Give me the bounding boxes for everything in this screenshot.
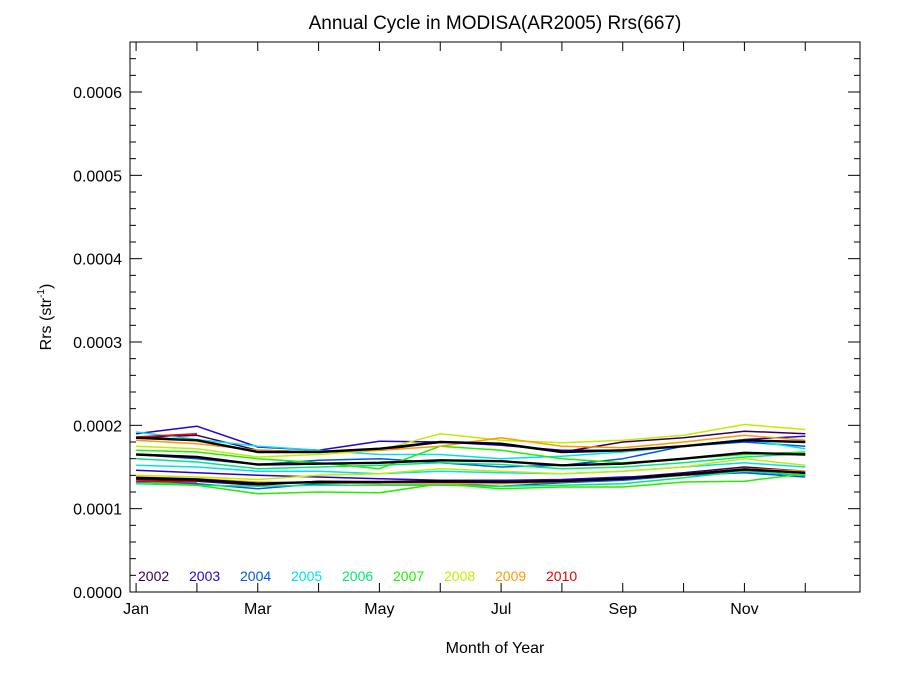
x-axis-label: Month of Year xyxy=(446,640,545,657)
series-line-2007-11 xyxy=(136,472,806,495)
mean-series-line-19 xyxy=(136,451,806,467)
y-axis-label-superscript: -1 xyxy=(36,289,47,298)
y-tick-label: 0.0001 xyxy=(73,502,122,519)
series-layer xyxy=(136,423,806,495)
x-tick-label: Sep xyxy=(609,601,638,618)
axis-ticks xyxy=(130,41,860,593)
series-line-2010-16 xyxy=(136,432,197,438)
legend-entry-2008: 2008 xyxy=(444,568,475,584)
x-tick-label: May xyxy=(364,601,394,618)
legend-entry-2003: 2003 xyxy=(189,568,220,584)
plot-frame xyxy=(129,41,861,593)
x-tick-label: Jan xyxy=(123,601,149,618)
legend-entry-2005: 2005 xyxy=(291,568,322,584)
x-tick-label: Jul xyxy=(491,601,511,618)
y-tick-label: 0.0006 xyxy=(73,85,122,102)
y-tick-label: 0.0002 xyxy=(73,418,122,435)
legend-entry-2006: 2006 xyxy=(342,568,373,584)
y-axis-label-base: Rrs (str xyxy=(38,297,55,350)
series-line-2008-13 xyxy=(136,457,806,481)
legend-entry-2004: 2004 xyxy=(240,568,271,584)
y-axis-label: Rrs (str-1) xyxy=(36,284,55,351)
series-line-2008-12 xyxy=(136,423,806,458)
y-tick-label: 0.0000 xyxy=(73,585,122,602)
y-axis-label-close: ) xyxy=(38,284,55,289)
mean-series-line-20 xyxy=(136,468,806,485)
legend: 2002 2003 2004 2005 2006 2007 2008 2009 2010 xyxy=(138,568,577,584)
x-tick-labels: Jan Mar May Jul Sep Nov xyxy=(123,601,758,618)
series-line-2006-8 xyxy=(136,452,806,470)
legend-entry-2002: 2002 xyxy=(138,568,169,584)
legend-entry-2009: 2009 xyxy=(495,568,526,584)
mean-series-line-18 xyxy=(136,436,806,454)
x-tick-label: Mar xyxy=(244,601,272,618)
chart-title: Annual Cycle in MODISA(AR2005) Rrs(667) xyxy=(309,13,682,34)
y-tick-label: 0.0003 xyxy=(73,335,122,352)
y-tick-label: 0.0005 xyxy=(73,168,122,185)
legend-entry-2007: 2007 xyxy=(393,568,424,584)
series-line-2010-17 xyxy=(136,480,197,483)
legend-entry-2010: 2010 xyxy=(546,568,577,584)
y-tick-labels: 0.0000 0.0001 0.0002 0.0003 0.0004 0.0005 0.00… xyxy=(73,85,122,602)
x-tick-label: Nov xyxy=(730,601,758,618)
y-tick-label: 0.0004 xyxy=(73,252,122,269)
